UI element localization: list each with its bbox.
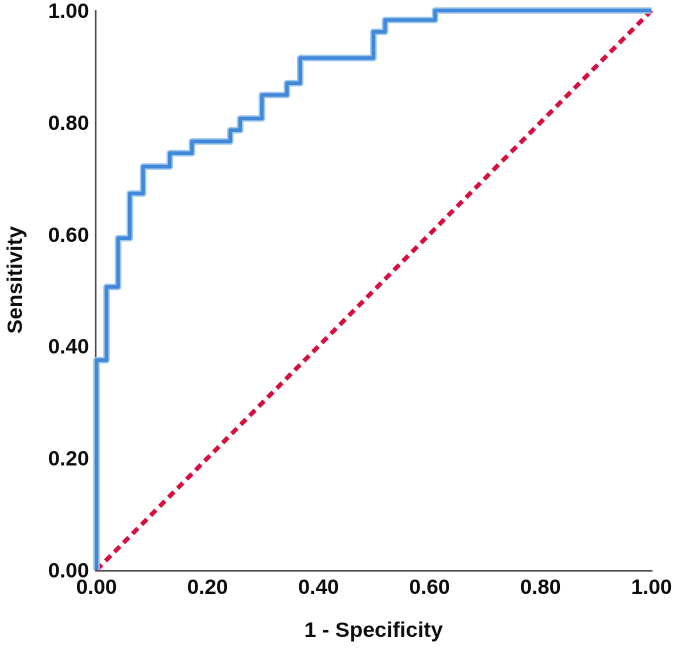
y-tick-label: 0.60: [48, 224, 89, 247]
x-tick-label: 0.60: [409, 576, 450, 599]
reference-diagonal-line: [94, 8, 654, 572]
x-axis-tick-labels: 0.00 0.20 0.40 0.60 0.80 1.00: [76, 576, 672, 599]
roc-curve: [94, 8, 652, 570]
x-tick-label: 1.00: [631, 576, 672, 599]
x-axis-title: 1 - Specificity: [304, 618, 443, 642]
x-tick-label: 0.40: [298, 576, 339, 599]
y-tick-label: 0.20: [48, 448, 89, 471]
y-axis-title: Sensitivity: [3, 226, 27, 334]
y-tick-label: 0.40: [48, 336, 89, 359]
y-tick-label: 0.80: [48, 112, 89, 135]
axes-lines: [94, 10, 653, 572]
x-tick-label: 0.00: [76, 576, 117, 599]
y-tick-label: 1.00: [48, 0, 89, 23]
x-tick-label: 0.20: [187, 576, 228, 599]
y-axis-tick-labels: 0.00 0.20 0.40 0.60 0.80 1.00: [48, 0, 89, 583]
y-tick-label: 0.00: [48, 560, 89, 583]
x-tick-label: 0.80: [520, 576, 561, 599]
